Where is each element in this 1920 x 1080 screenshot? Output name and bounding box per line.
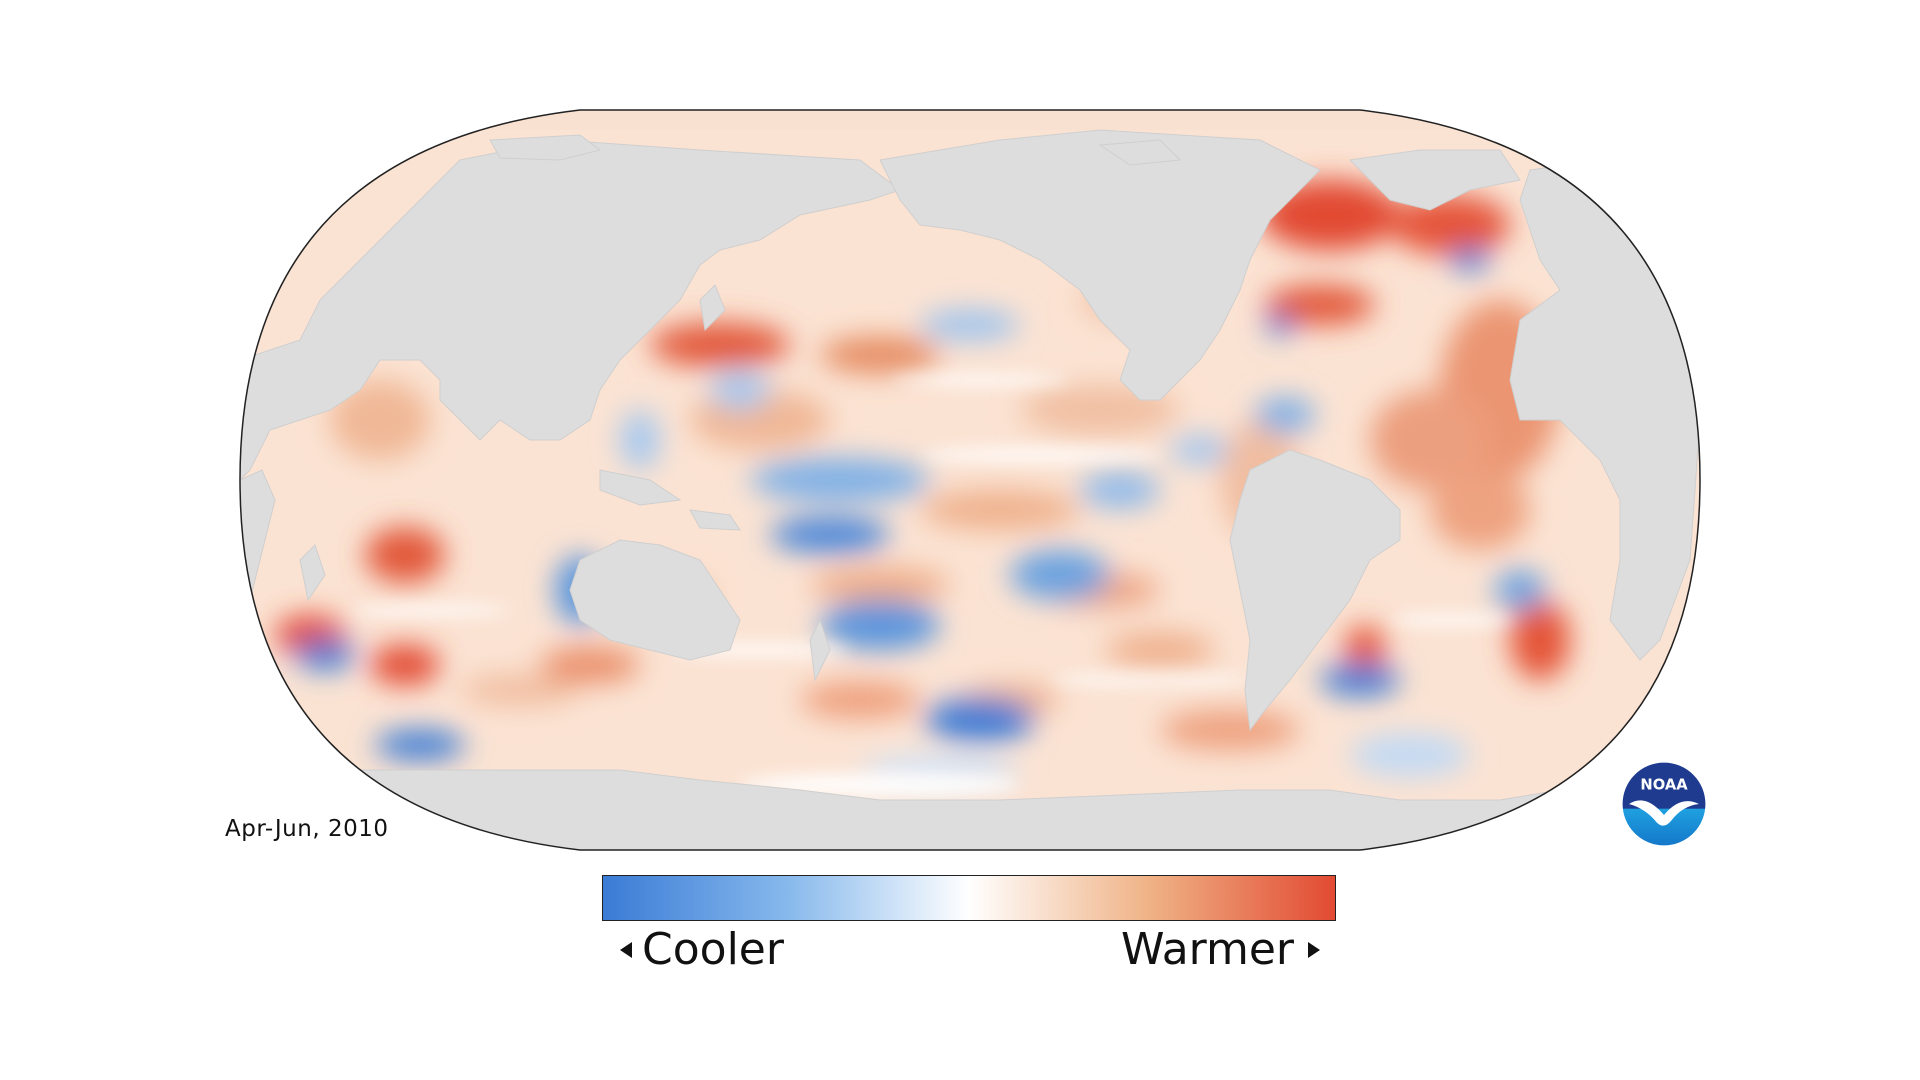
neutral-bands [350, 373, 1510, 797]
land-antarctica [240, 769, 1700, 850]
date-label: Apr-Jun, 2010 [225, 816, 389, 842]
map-globe [240, 110, 1700, 850]
land-eurasia [240, 139, 902, 482]
noaa-logo-text: NOAA [1640, 776, 1688, 793]
land-south-america [1229, 449, 1401, 732]
land-australia [569, 539, 741, 661]
cooler-label: Cooler [642, 924, 784, 975]
noaa-seagull [1629, 800, 1699, 826]
land-canadian-archipelago [1098, 139, 1182, 166]
land-new-zealand [809, 618, 831, 682]
noaa-circle [1620, 760, 1708, 848]
arrow-right-icon [1308, 941, 1320, 958]
cooler-label-group: Cooler [620, 924, 784, 975]
land-madagascar [299, 544, 326, 602]
warmer-label: Warmer [1121, 924, 1294, 975]
arrow-left-icon [620, 941, 632, 958]
arctic-strip [240, 110, 1700, 130]
land-greenland [1348, 149, 1521, 211]
land-arctic-islands [489, 134, 602, 161]
land-masses [240, 129, 1700, 850]
warmer-label-group: Warmer [1121, 924, 1320, 975]
map-outline [239, 109, 1701, 851]
land-japan [699, 284, 726, 332]
land-north-america [879, 129, 1321, 401]
land-new-guinea [689, 509, 741, 531]
land-indonesia [599, 469, 682, 506]
colorbar [602, 875, 1336, 921]
noaa-logo-icon: NOAA [1620, 760, 1708, 848]
